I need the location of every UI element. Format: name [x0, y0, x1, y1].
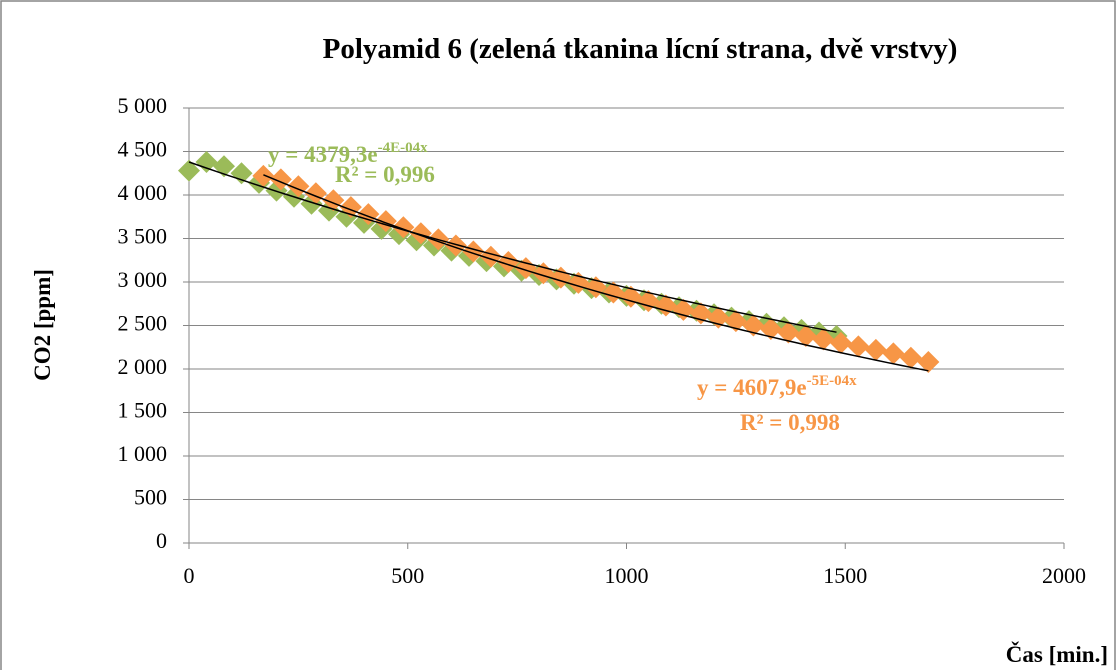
- point: [794, 324, 817, 347]
- point: [409, 222, 432, 245]
- point: [777, 321, 800, 344]
- equation-base: y = 4379,3e: [268, 142, 378, 167]
- point: [759, 317, 782, 340]
- trendline-r2: R² = 0,998: [740, 410, 840, 435]
- trendline: [263, 174, 929, 372]
- y-tick-label: 1 500: [118, 398, 168, 423]
- point: [812, 328, 835, 351]
- y-tick-label: 0: [156, 528, 167, 553]
- point: [392, 216, 415, 239]
- point: [497, 250, 520, 273]
- point: [899, 346, 922, 369]
- y-axis-title: CO2 [ppm]: [30, 269, 55, 381]
- point: [252, 164, 275, 187]
- point: [882, 342, 905, 365]
- y-tick-label: 2 500: [118, 311, 168, 336]
- point: [357, 203, 380, 226]
- y-tick-label: 3 000: [118, 267, 168, 292]
- x-tick-label: 1500: [823, 563, 867, 588]
- trendline-r2: R² = 0,996: [335, 162, 435, 187]
- labels: 0 500 1 000 1 500 2 000 2 500 3 000 3 500 4 000 4…: [118, 93, 1087, 588]
- x-tick-label: 0: [184, 563, 195, 588]
- point: [462, 240, 485, 263]
- point: [514, 257, 537, 280]
- point: [829, 331, 852, 354]
- point: [672, 298, 695, 321]
- point: [654, 294, 677, 317]
- trendline-equation: y = 4607,9e-5E-04x: [697, 373, 857, 400]
- point: [532, 262, 555, 285]
- x-tick-label: 500: [391, 563, 424, 588]
- equation-exponent: -5E-04x: [807, 373, 857, 389]
- chart-title: Polyamid 6 (zelená tkanina lícní strana,…: [323, 33, 958, 65]
- y-tick-label: 500: [134, 485, 167, 510]
- x-axis-title: Čas [min.]: [1006, 641, 1108, 667]
- y-tick-label: 4 000: [118, 180, 168, 205]
- point: [847, 335, 870, 358]
- y-tick-label: 1 000: [118, 441, 168, 466]
- x-tick-label: 2000: [1042, 563, 1086, 588]
- x-tick-label: 1000: [605, 563, 649, 588]
- y-tick-label: 5 000: [118, 93, 168, 118]
- y-tick-label: 4 500: [118, 137, 168, 162]
- point: [864, 338, 887, 361]
- y-tick-label: 3 500: [118, 224, 168, 249]
- point: [444, 234, 467, 257]
- equation-exponent: -4E-04x: [378, 140, 428, 156]
- trendline-equation: y = 4379,3e-4E-04x: [268, 140, 428, 167]
- point: [178, 159, 200, 182]
- grid: [183, 107, 1065, 549]
- trendlines: [188, 161, 929, 372]
- point: [479, 245, 502, 268]
- equation-base: y = 4607,9e: [697, 375, 807, 400]
- point: [195, 150, 218, 173]
- y-tick-label: 2 000: [118, 354, 168, 379]
- trendline: [188, 161, 837, 333]
- point: [917, 351, 940, 374]
